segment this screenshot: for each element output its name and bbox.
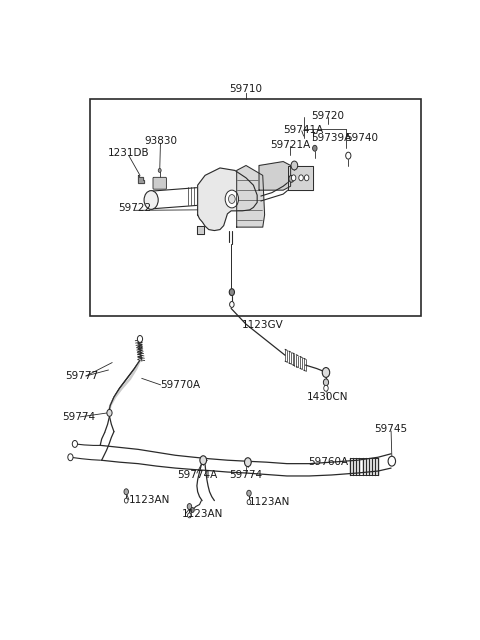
Text: 59739A: 59739A [312,133,352,143]
Circle shape [322,367,330,378]
Circle shape [144,191,158,209]
Circle shape [247,500,251,504]
Circle shape [228,195,235,204]
Circle shape [299,175,303,180]
Circle shape [247,490,251,496]
Polygon shape [288,166,313,190]
Circle shape [388,456,396,466]
Text: 59720: 59720 [312,111,344,121]
Circle shape [304,175,309,180]
Circle shape [229,301,234,307]
Circle shape [187,504,192,509]
Polygon shape [198,168,257,230]
Polygon shape [259,161,290,190]
Text: 93830: 93830 [144,136,177,146]
Text: 59774: 59774 [229,470,263,480]
Text: 59741A: 59741A [284,125,324,134]
Circle shape [137,335,143,342]
Circle shape [68,454,73,461]
Bar [90,99,421,316]
Text: 59740: 59740 [345,133,378,143]
Circle shape [200,456,206,465]
Circle shape [312,145,317,151]
Text: 59710: 59710 [229,84,263,94]
Text: 1123AN: 1123AN [182,509,223,520]
Text: 59760A: 59760A [308,457,348,467]
Polygon shape [197,226,204,234]
Circle shape [72,440,77,447]
FancyBboxPatch shape [153,177,167,189]
Text: 59745: 59745 [374,424,408,434]
Bar [350,458,378,476]
Text: 1123AN: 1123AN [129,495,170,504]
Text: 59721A: 59721A [270,140,310,150]
Circle shape [158,168,161,172]
Text: 59770A: 59770A [160,380,201,390]
Circle shape [291,175,296,180]
Circle shape [124,489,129,495]
Circle shape [191,508,194,513]
Circle shape [225,190,239,208]
Circle shape [124,498,128,503]
Circle shape [291,161,298,170]
Text: 59722: 59722 [118,204,151,213]
Text: 1123AN: 1123AN [249,497,290,507]
Circle shape [324,379,329,386]
Text: 1231DB: 1231DB [108,148,150,158]
Text: 59774A: 59774A [177,470,217,480]
Circle shape [244,458,251,467]
Circle shape [289,175,294,182]
Text: 1430CN: 1430CN [307,392,348,402]
Circle shape [346,152,351,159]
Circle shape [324,385,328,391]
Circle shape [107,410,112,417]
Text: 59774: 59774 [62,412,95,422]
Polygon shape [237,166,264,227]
Circle shape [229,289,234,296]
Polygon shape [138,175,144,183]
Text: 1123GV: 1123GV [242,319,284,330]
Text: 59777: 59777 [65,371,98,381]
Circle shape [188,513,192,518]
